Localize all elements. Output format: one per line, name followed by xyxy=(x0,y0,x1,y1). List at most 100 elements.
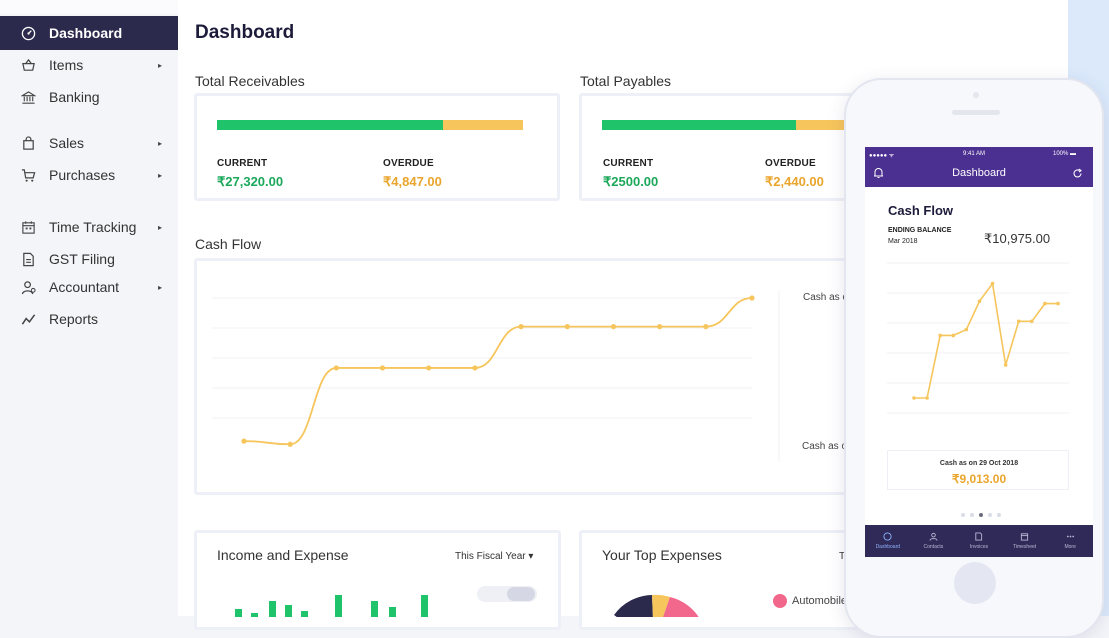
top-expenses-card: Your Top Expenses T Automobile E xyxy=(579,530,879,630)
document-icon xyxy=(20,251,36,267)
phone-cashflow-line xyxy=(914,281,1058,399)
phone-cashflow-point xyxy=(977,299,982,304)
sidebar-item-dashboard[interactable]: Dashboard xyxy=(0,16,178,50)
page-indicator xyxy=(961,513,1001,517)
phone-cashflow-title: Cash Flow xyxy=(888,203,954,218)
cart-icon xyxy=(20,167,36,183)
phone-cashflow-point xyxy=(951,333,956,338)
sidebar-item-label: Dashboard xyxy=(49,25,123,41)
page-dot xyxy=(997,513,1001,517)
refresh-icon[interactable] xyxy=(1072,166,1083,184)
bag-icon xyxy=(20,135,36,151)
sidebar-item-accountant[interactable]: Accountant ▸ xyxy=(0,270,178,304)
phone-cashflow-point xyxy=(1030,319,1034,324)
phone-ending-balance-label: ENDING BALANCE Mar 2018 xyxy=(888,225,951,247)
sidebar-item-label: Accountant xyxy=(49,279,120,295)
sidebar-item-label: Banking xyxy=(49,89,100,105)
phone-tab-dashboard[interactable]: Dashboard xyxy=(865,525,911,557)
reports-icon xyxy=(20,311,36,327)
cashflow-point xyxy=(749,295,755,301)
contacts-icon xyxy=(929,532,938,541)
sidebar-item-gst-filing[interactable]: GST Filing xyxy=(0,242,178,276)
calendar-icon xyxy=(20,219,36,235)
cashflow-chart xyxy=(212,291,780,461)
phone-cashflow-point xyxy=(1016,319,1021,324)
payables-card[interactable]: CURRENT ₹2500.00 OVERDUE ₹2,440.00 xyxy=(579,93,879,201)
legend-automobile: Automobile E xyxy=(792,595,858,607)
tab-label: Dashboard xyxy=(875,544,901,550)
phone-tab-contacts[interactable]: Contacts xyxy=(911,525,957,557)
bank-icon xyxy=(20,89,36,105)
receivables-current-label: CURRENT xyxy=(217,158,268,169)
cashflow-point xyxy=(657,324,663,330)
tab-label: Timesheet xyxy=(1012,544,1037,550)
income-expense-title: Income and Expense xyxy=(217,547,349,563)
sidebar-item-reports[interactable]: Reports xyxy=(0,302,178,336)
payables-overdue-fill xyxy=(796,120,845,130)
phone-cashflow-point xyxy=(1003,363,1008,367)
cashflow-point xyxy=(333,365,339,371)
phone-tab-invoices[interactable]: Invoices xyxy=(956,525,1002,557)
phone-header: ●●●●● ᯤ 9:41 AM 100% ▬ Dashboard xyxy=(865,147,1093,187)
payables-current-value: ₹2500.00 xyxy=(603,174,659,189)
chevron-right-icon: ▸ xyxy=(157,282,162,292)
chevron-right-icon: ▸ xyxy=(157,60,162,70)
phone-header-title: Dashboard xyxy=(952,167,1006,179)
ending-balance-date: Mar 2018 xyxy=(888,238,918,245)
payables-bar xyxy=(602,120,845,130)
sidebar-item-label: Sales xyxy=(49,135,85,151)
phone-status-time: 9:41 AM xyxy=(963,151,986,157)
cashflow-point xyxy=(426,365,432,371)
cashflow-card: Cash as o Cash as o xyxy=(194,258,884,495)
phone-tab-bar: Dashboard Contacts Invoices Timesheet Mo… xyxy=(865,525,1093,557)
invoice-icon xyxy=(975,532,983,541)
phone-cashflow-chart xyxy=(887,262,1069,414)
phone-tab-timesheet[interactable]: Timesheet xyxy=(1002,525,1048,557)
page-dot xyxy=(970,513,974,517)
phone-cash-as-on-label: Cash as on 29 Oct 2018 xyxy=(939,460,1019,467)
receivables-overdue-value: ₹4,847.00 xyxy=(383,174,442,189)
phone-cashflow-point xyxy=(1056,301,1060,306)
payables-current-label: CURRENT xyxy=(603,158,654,169)
fiscal-year-dropdown[interactable]: This Fiscal Year ▾ xyxy=(455,551,534,562)
phone-home-button xyxy=(954,562,996,604)
phone-cashflow-point xyxy=(938,333,942,338)
receivables-current-value: ₹27,320.00 xyxy=(217,174,284,189)
phone-tab-more[interactable]: More xyxy=(1047,525,1093,557)
phone-speaker xyxy=(952,110,1000,115)
ending-balance-label: ENDING BALANCE xyxy=(888,227,952,234)
more-icon xyxy=(1066,535,1074,538)
phone-cashflow-point xyxy=(990,281,995,286)
tab-label: More xyxy=(1064,544,1076,550)
cashflow-point xyxy=(564,324,570,330)
cashflow-point xyxy=(379,365,386,371)
accountant-icon xyxy=(20,279,36,295)
phone-mockup: ●●●●● ᯤ 9:41 AM 100% ▬ Dashboard Cash Fl… xyxy=(844,78,1104,638)
receivables-current-fill xyxy=(217,120,444,130)
sidebar-item-purchases[interactable]: Purchases ▸ xyxy=(0,158,178,192)
cashflow-point xyxy=(703,324,709,330)
sidebar-item-label: Time Tracking xyxy=(49,219,137,235)
sidebar-item-time-tracking[interactable]: Time Tracking ▸ xyxy=(0,210,178,244)
payables-overdue-label: OVERDUE xyxy=(765,158,816,169)
income-expense-bars xyxy=(235,595,428,617)
chevron-right-icon: ▸ xyxy=(157,170,162,180)
receivables-card[interactable]: CURRENT ₹27,320.00 OVERDUE ₹4,847.00 xyxy=(194,93,560,201)
sidebar-item-items[interactable]: Items ▸ xyxy=(0,48,178,82)
cashflow-title: Cash Flow xyxy=(195,236,262,252)
income-expense-card: Income and Expense This Fiscal Year ▾ xyxy=(194,530,561,630)
receivables-title: Total Receivables xyxy=(195,73,305,89)
sidebar-item-banking[interactable]: Banking xyxy=(0,80,178,114)
view-toggle[interactable] xyxy=(477,586,537,602)
top-expenses-period[interactable]: T xyxy=(839,551,846,562)
cashflow-point xyxy=(287,441,293,447)
sidebar-item-sales[interactable]: Sales ▸ xyxy=(0,126,178,160)
sidebar-item-label: Purchases xyxy=(49,167,116,183)
bell-icon[interactable] xyxy=(873,166,884,184)
sidebar-item-label: Items xyxy=(49,57,84,73)
payables-title: Total Payables xyxy=(580,73,672,89)
cashflow-note-bottom: Cash as o xyxy=(802,441,848,452)
phone-cashflow-point xyxy=(912,396,916,400)
payables-current-fill xyxy=(602,120,797,130)
dashboard-icon xyxy=(20,25,36,41)
